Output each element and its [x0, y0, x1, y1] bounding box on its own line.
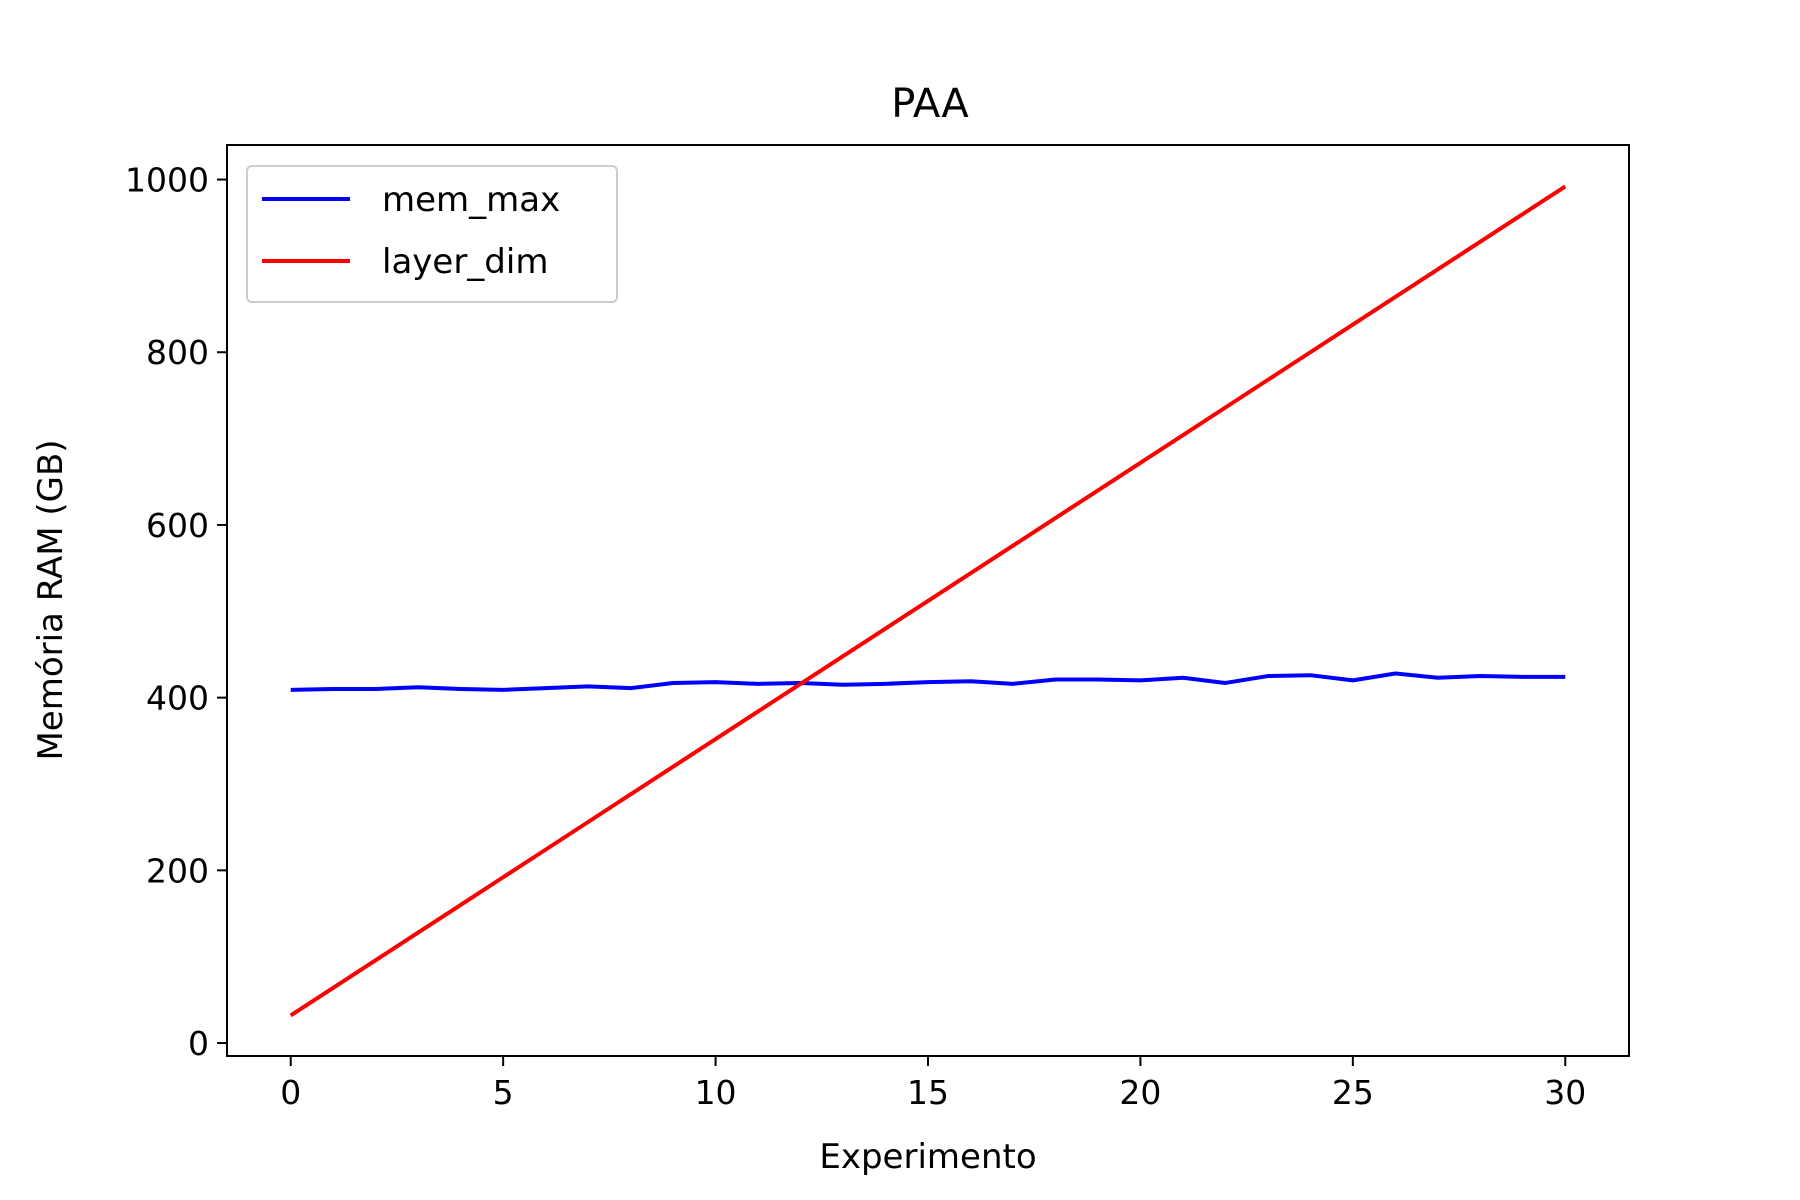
x-axis: 0 5 10 15 20 25 30 — [280, 1056, 1586, 1112]
x-tick-label: 5 — [493, 1073, 514, 1112]
legend-label-mem-max: mem_max — [382, 180, 560, 220]
series-layer — [289, 184, 1567, 1018]
series-line-mem-max — [290, 671, 1566, 692]
y-tick-label: 600 — [146, 506, 209, 545]
series-line-layer-dim — [289, 184, 1567, 1018]
y-tick-label: 800 — [146, 333, 209, 372]
x-axis-title: Experimento — [819, 1137, 1036, 1177]
x-tick-label: 20 — [1119, 1073, 1161, 1112]
legend: mem_max layer_dim — [246, 165, 618, 303]
y-axis-title: Memória RAM (GB) — [31, 439, 71, 760]
y-tick-label: 400 — [146, 679, 209, 718]
y-axis: 0 200 400 600 800 1000 — [125, 161, 227, 1063]
plot-frame — [226, 144, 1630, 1057]
legend-label-layer-dim: layer_dim — [382, 242, 548, 282]
y-tick-label: 0 — [188, 1024, 209, 1063]
y-tick-label: 200 — [146, 851, 209, 890]
x-tick-label: 10 — [695, 1073, 737, 1112]
x-tick-label: 30 — [1544, 1073, 1586, 1112]
x-tick-label: 0 — [280, 1073, 301, 1112]
x-tick-label: 25 — [1332, 1073, 1374, 1112]
chart-title: PAA — [891, 81, 969, 127]
x-tick-label: 15 — [907, 1073, 949, 1112]
y-tick-label: 1000 — [125, 161, 209, 200]
